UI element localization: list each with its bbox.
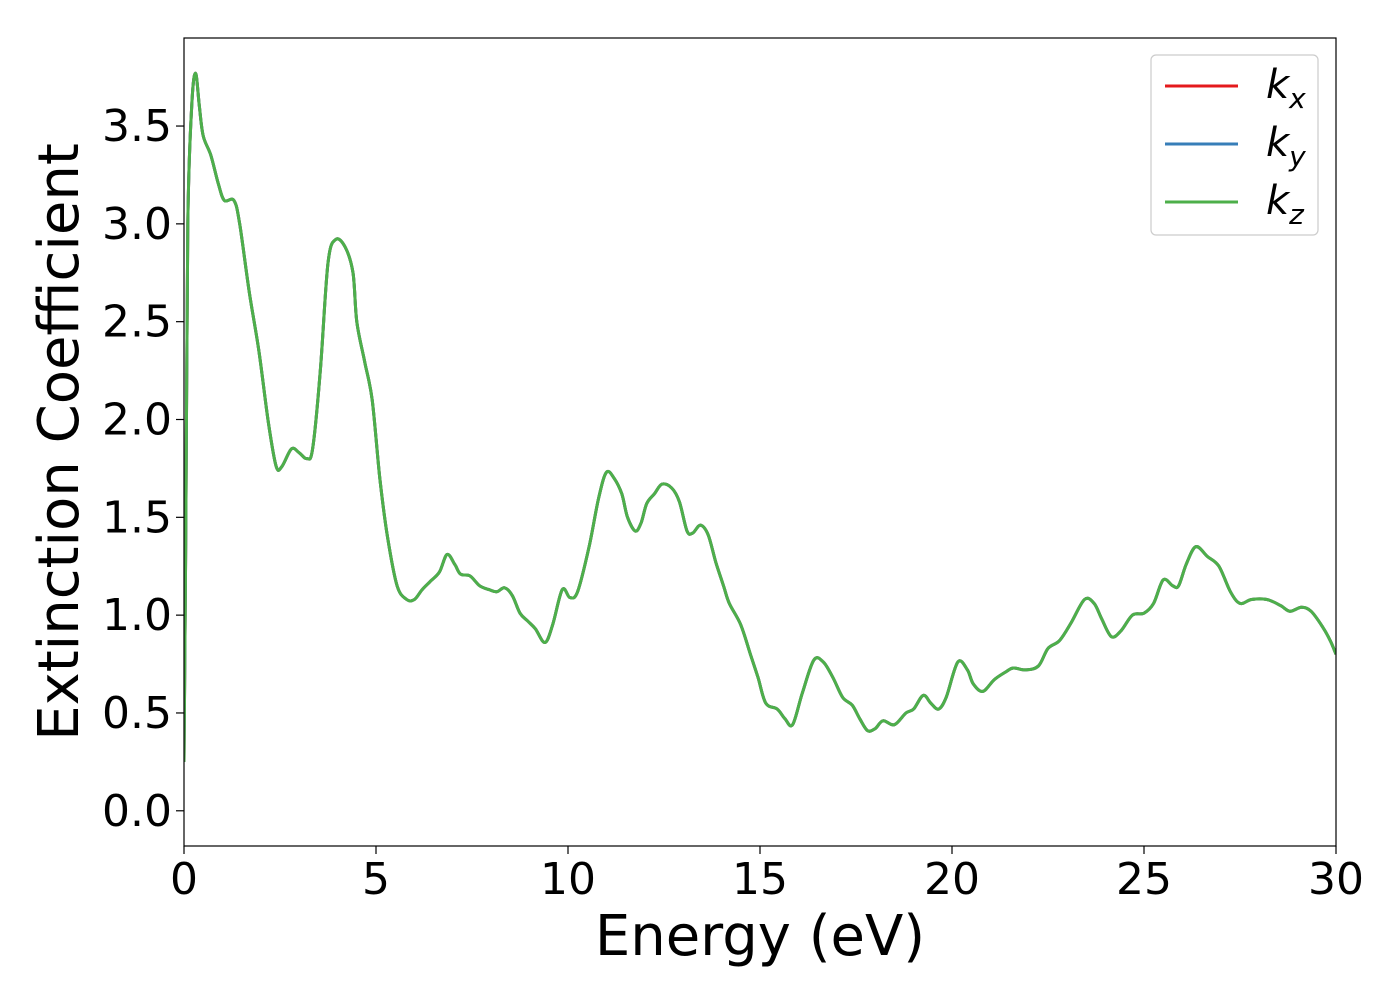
- y-tick-label: 2.5: [102, 297, 172, 348]
- x-tick-label: 15: [732, 854, 788, 905]
- x-tick-label: 5: [362, 854, 390, 905]
- y-tick-label: 0.5: [102, 688, 172, 739]
- x-tick-label: 10: [540, 854, 596, 905]
- y-tick-label: 3.0: [102, 199, 172, 250]
- y-axis: 0.0 0.5 1.0 1.5 2.0 2.5 3.0 3.5: [102, 101, 184, 837]
- y-tick-label: 3.5: [102, 101, 172, 152]
- y-tick-label: 0.0: [102, 786, 172, 837]
- legend-label-base: k: [1266, 178, 1291, 224]
- y-tick-label: 1.5: [102, 492, 172, 543]
- y-tick-label: 1.0: [102, 590, 172, 641]
- x-axis-label: Energy (eV): [595, 904, 925, 969]
- x-tick-label: 30: [1308, 854, 1364, 905]
- series-line-kz: [184, 71, 1336, 762]
- x-tick-label: 25: [1116, 854, 1172, 905]
- legend-label-ky: ky: [1266, 120, 1306, 173]
- legend-label-subscript: y: [1288, 140, 1306, 173]
- legend-label-base: k: [1266, 120, 1291, 166]
- x-tick-label: 20: [924, 854, 980, 905]
- x-axis: 0 5 10 15 20 25 30: [170, 846, 1364, 905]
- y-axis-label: Extinction Coefficient: [27, 143, 92, 741]
- legend-label-base: k: [1266, 62, 1291, 108]
- x-tick-label: 0: [170, 854, 198, 905]
- legend-label-subscript: x: [1288, 82, 1306, 115]
- y-tick-label: 2.0: [102, 395, 172, 446]
- legend-label-subscript: z: [1288, 198, 1305, 231]
- legend-label-kx: kx: [1266, 62, 1306, 115]
- series-layer: [184, 71, 1336, 762]
- legend-label-kz: kz: [1266, 178, 1305, 231]
